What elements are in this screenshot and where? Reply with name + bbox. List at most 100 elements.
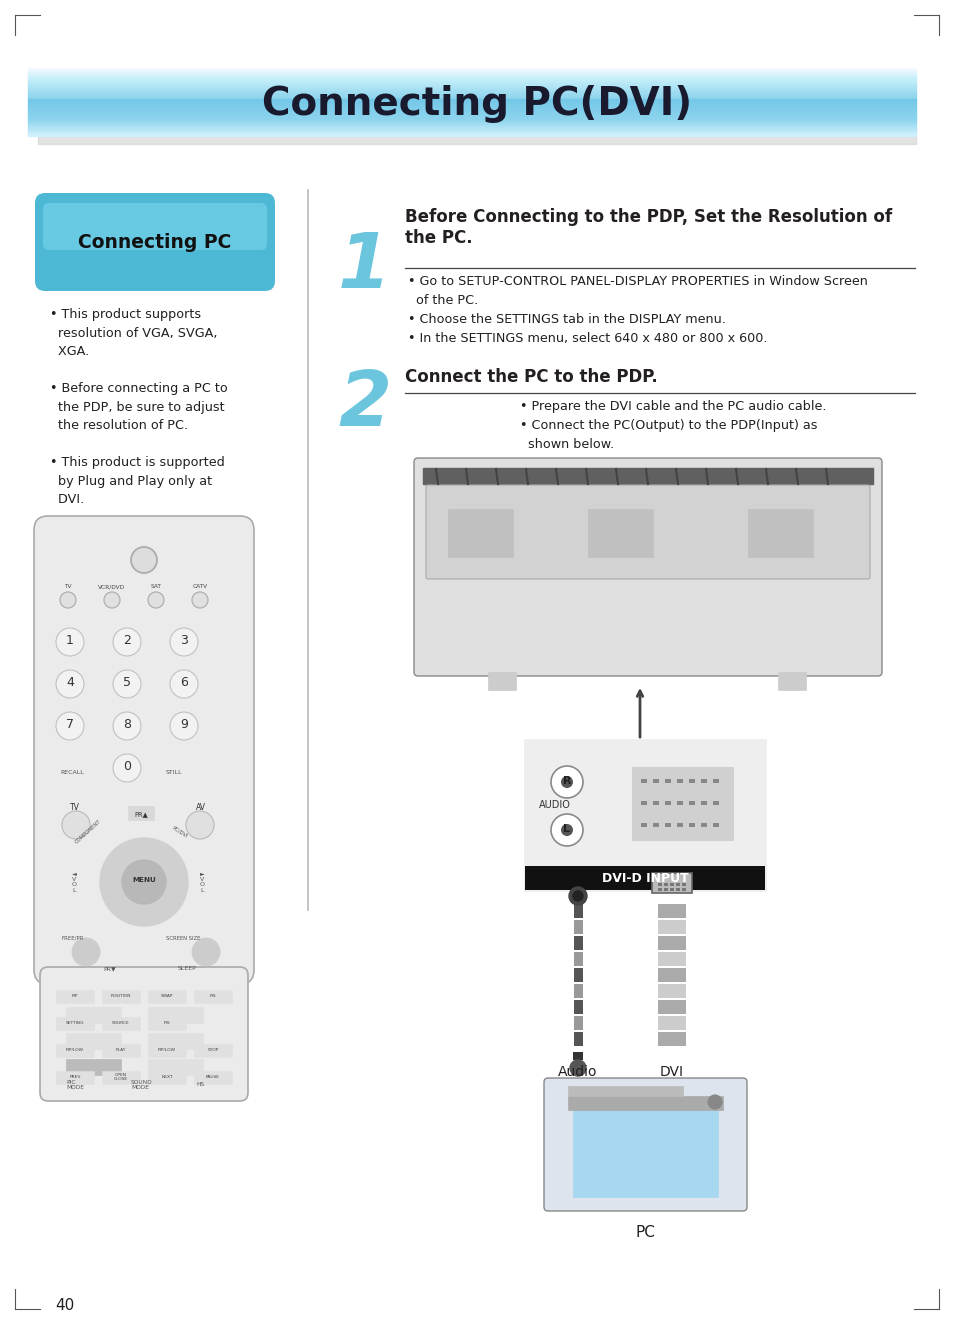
Bar <box>658 883 661 886</box>
Text: • Go to SETUP-CONTROL PANEL-DISPLAY PROPERTIES in Window Screen
  of the PC.
• C: • Go to SETUP-CONTROL PANEL-DISPLAY PROP… <box>408 275 867 346</box>
Text: TV: TV <box>70 802 80 812</box>
Text: MENU: MENU <box>132 876 155 883</box>
Bar <box>574 904 582 918</box>
Bar <box>28 107 915 109</box>
Bar <box>677 824 682 828</box>
Bar <box>28 78 915 79</box>
Bar <box>652 801 659 805</box>
Bar <box>28 98 915 101</box>
Text: OPEN
CLOSE: OPEN CLOSE <box>113 1072 128 1082</box>
Bar <box>574 1031 582 1046</box>
Bar <box>38 136 915 144</box>
Bar <box>102 1045 140 1057</box>
Bar <box>681 888 685 891</box>
Text: 1: 1 <box>337 230 391 305</box>
Text: 0: 0 <box>123 760 131 772</box>
Bar <box>587 508 652 557</box>
Text: SOUND
MODE: SOUND MODE <box>131 1079 152 1091</box>
Bar <box>574 920 582 933</box>
Bar <box>28 113 915 114</box>
Text: STOP: STOP <box>207 1049 218 1053</box>
Bar <box>28 82 915 83</box>
Text: 9: 9 <box>180 718 188 731</box>
Bar <box>574 1016 582 1030</box>
Circle shape <box>112 712 141 740</box>
Text: R: R <box>562 776 571 786</box>
Circle shape <box>170 712 198 740</box>
Circle shape <box>170 670 198 698</box>
Bar <box>573 1102 718 1197</box>
Bar <box>658 968 685 982</box>
Bar <box>28 120 915 122</box>
Bar <box>28 74 915 75</box>
Bar <box>448 508 513 557</box>
Bar <box>778 673 805 690</box>
Text: Audio: Audio <box>558 1064 598 1079</box>
Bar <box>524 866 764 890</box>
Circle shape <box>186 812 213 839</box>
Text: ◄
V
O
L: ◄ V O L <box>71 871 76 892</box>
Text: TV: TV <box>64 584 71 589</box>
Circle shape <box>71 937 100 967</box>
Bar <box>663 883 667 886</box>
Circle shape <box>148 592 164 608</box>
Bar <box>28 117 915 118</box>
Bar <box>664 824 670 828</box>
Bar <box>28 86 915 87</box>
FancyBboxPatch shape <box>35 193 274 291</box>
Bar <box>148 1045 186 1057</box>
Circle shape <box>192 592 208 608</box>
Bar <box>658 904 685 918</box>
Circle shape <box>112 670 141 698</box>
FancyBboxPatch shape <box>414 458 882 677</box>
Text: 2: 2 <box>337 368 391 442</box>
Text: PIC
MODE: PIC MODE <box>66 1079 84 1091</box>
Bar <box>102 1017 140 1030</box>
Bar <box>28 98 915 99</box>
Bar <box>28 110 915 111</box>
Bar <box>28 124 915 126</box>
Bar <box>28 126 915 127</box>
FancyBboxPatch shape <box>426 485 869 579</box>
Bar <box>574 984 582 998</box>
Bar <box>28 68 915 69</box>
Bar <box>658 920 685 933</box>
Text: 40: 40 <box>55 1298 74 1313</box>
Bar <box>28 123 915 124</box>
Text: SAT: SAT <box>151 584 161 589</box>
Bar <box>688 801 695 805</box>
Bar <box>574 968 582 982</box>
Bar <box>28 109 915 110</box>
Text: VCR/DVD: VCR/DVD <box>98 584 126 589</box>
Bar <box>677 779 682 782</box>
Bar <box>658 936 685 951</box>
Bar <box>28 93 915 94</box>
Text: DVI: DVI <box>659 1064 683 1079</box>
Bar <box>28 102 915 105</box>
FancyBboxPatch shape <box>47 279 267 289</box>
Bar <box>28 114 915 115</box>
Bar <box>28 122 915 123</box>
Circle shape <box>568 887 586 906</box>
Bar <box>652 824 659 828</box>
Bar <box>28 94 915 97</box>
Circle shape <box>131 547 157 573</box>
Bar <box>652 779 659 782</box>
Circle shape <box>560 824 573 835</box>
Text: FREE/PR: FREE/PR <box>62 936 85 941</box>
Bar <box>700 824 706 828</box>
Bar <box>28 91 915 93</box>
Bar <box>28 131 915 132</box>
Bar <box>28 119 915 120</box>
Bar <box>28 135 915 136</box>
Bar <box>700 801 706 805</box>
Bar <box>28 71 915 73</box>
Bar <box>28 101 915 102</box>
Circle shape <box>707 1095 721 1110</box>
Bar <box>28 97 915 98</box>
Bar <box>28 114 915 117</box>
Bar <box>669 888 673 891</box>
Circle shape <box>104 592 120 608</box>
Bar <box>688 779 695 782</box>
Bar <box>28 110 915 113</box>
